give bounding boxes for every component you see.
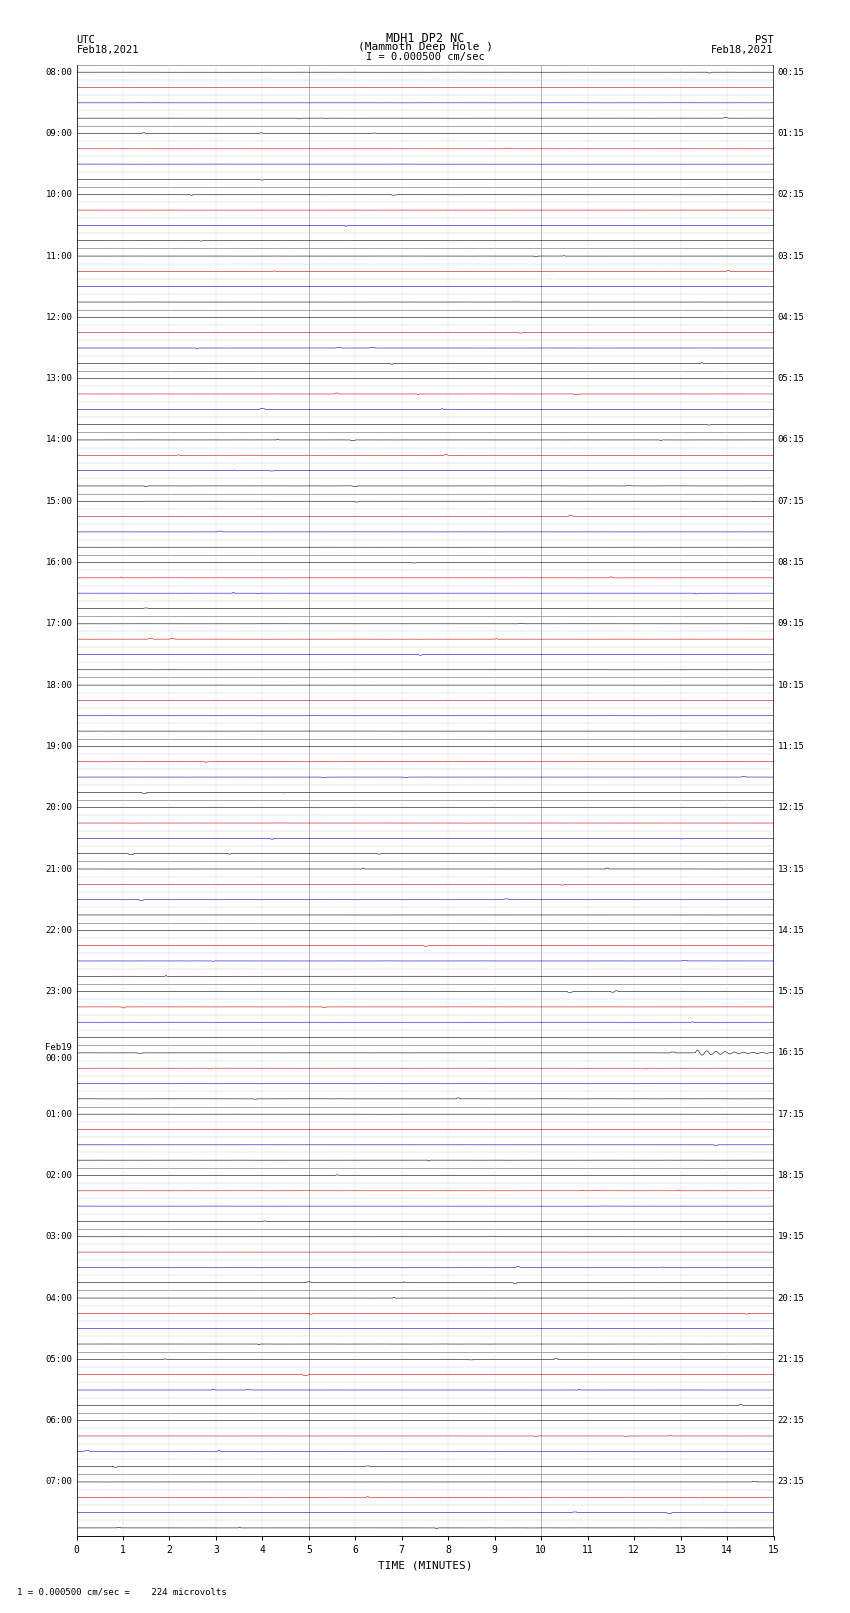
X-axis label: TIME (MINUTES): TIME (MINUTES) [377, 1560, 473, 1569]
Text: Feb18,2021: Feb18,2021 [711, 45, 774, 55]
Text: PST: PST [755, 35, 774, 45]
Text: MDH1 DP2 NC: MDH1 DP2 NC [386, 32, 464, 45]
Text: (Mammoth Deep Hole ): (Mammoth Deep Hole ) [358, 42, 492, 52]
Text: 1 = 0.000500 cm/sec =    224 microvolts: 1 = 0.000500 cm/sec = 224 microvolts [17, 1587, 227, 1597]
Text: UTC: UTC [76, 35, 95, 45]
Text: Feb18,2021: Feb18,2021 [76, 45, 139, 55]
Text: I = 0.000500 cm/sec: I = 0.000500 cm/sec [366, 52, 484, 61]
